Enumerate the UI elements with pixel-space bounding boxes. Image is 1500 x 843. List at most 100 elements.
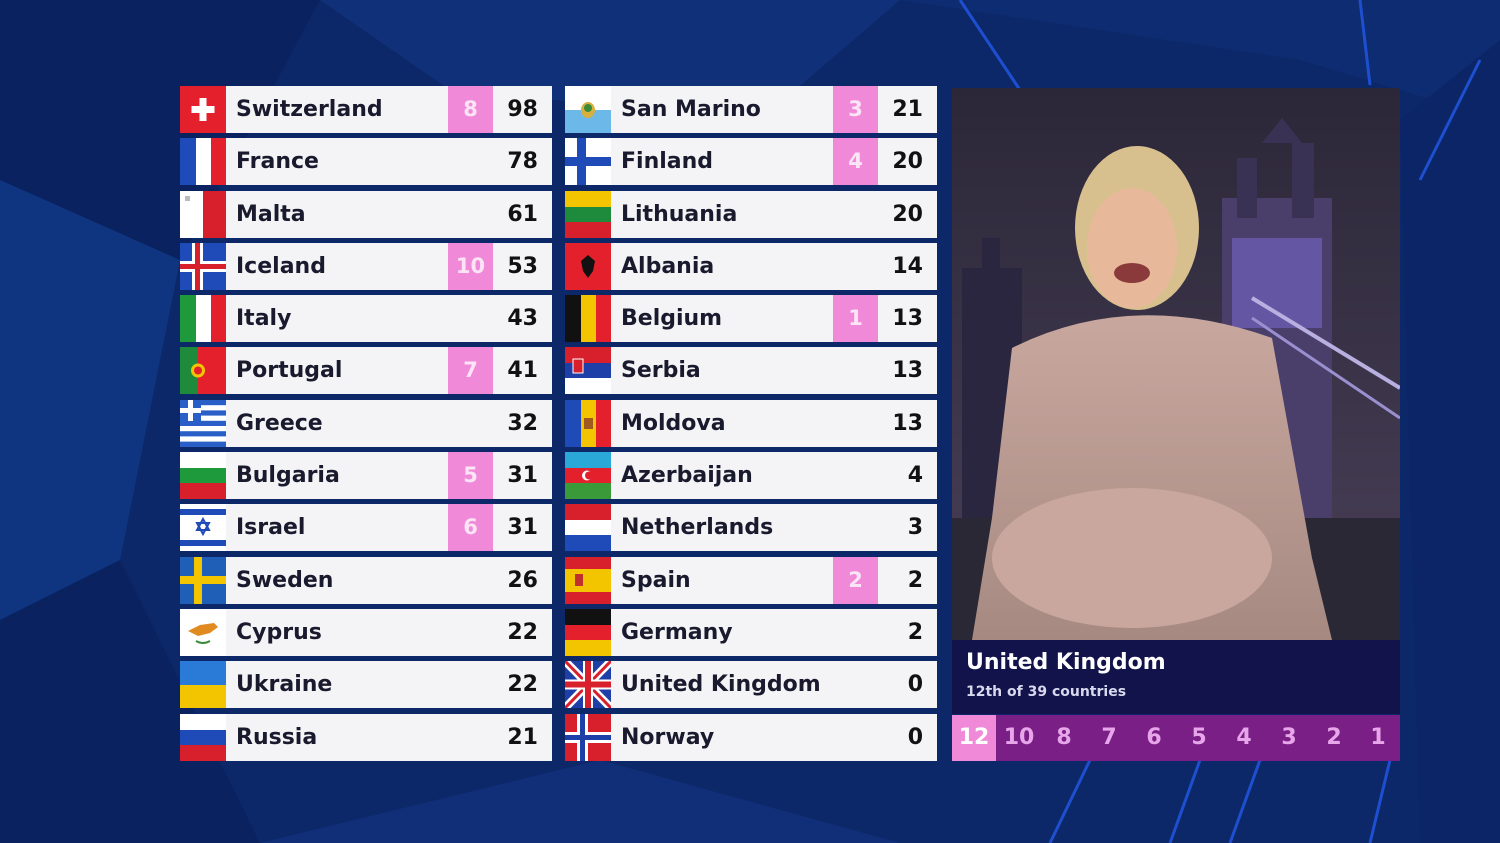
spokesperson-caption: United Kingdom 12th of 39 countries — [952, 640, 1400, 714]
points-value-active: 12 — [952, 715, 996, 761]
points-value: 7 — [1101, 725, 1117, 750]
points-value: 4 — [1236, 725, 1252, 750]
country-name: Germany — [621, 619, 733, 645]
country-name: Cyprus — [236, 619, 322, 645]
scoreboard-row: Malta 61 — [180, 190, 552, 238]
country-name: Iceland — [236, 253, 326, 279]
lithuania-flag-icon — [565, 190, 611, 238]
points-value: 2 — [1326, 725, 1342, 750]
awarded-points: 10 — [448, 242, 493, 290]
total-points: 2 — [907, 619, 923, 645]
scoreboard-right: San Marino 3 21 Finland 4 20 Lithuania 2… — [565, 86, 937, 766]
voting-country-name: United Kingdom — [966, 650, 1166, 675]
total-points: 14 — [892, 253, 923, 279]
azerbaijan-flag-icon — [565, 452, 611, 500]
scoreboard-row: Sweden 26 — [180, 556, 552, 604]
awarded-points: 8 — [448, 86, 493, 133]
total-points: 26 — [507, 567, 538, 593]
country-name: Israel — [236, 515, 306, 541]
total-points: 13 — [892, 358, 923, 384]
total-points: 4 — [907, 463, 923, 489]
country-name: Sweden — [236, 567, 334, 593]
malta-flag-icon — [180, 190, 226, 238]
country-name: Greece — [236, 410, 323, 436]
total-points: 53 — [507, 253, 538, 279]
scoreboard-row: Bulgaria 5 31 — [180, 452, 552, 500]
total-points: 20 — [892, 149, 923, 175]
scoreboard-row: Germany 2 — [565, 608, 937, 656]
awarded-points: 3 — [833, 86, 878, 133]
sweden-flag-icon — [180, 556, 226, 604]
country-name: Serbia — [621, 358, 701, 384]
cyprus-flag-icon — [180, 608, 226, 656]
country-name: Switzerland — [236, 97, 383, 122]
awarded-points: 5 — [448, 452, 493, 500]
scoreboard-row: Greece 32 — [180, 399, 552, 447]
country-name: San Marino — [621, 97, 761, 122]
germany-flag-icon — [565, 608, 611, 656]
country-name: Netherlands — [621, 515, 774, 541]
country-name: Albania — [621, 253, 715, 279]
scoreboard-row: Switzerland 8 98 — [180, 86, 552, 133]
country-name: Russia — [236, 724, 318, 750]
total-points: 31 — [507, 515, 538, 541]
points-bar: 12 10 8 7 6 5 4 3 2 1 — [952, 715, 1400, 761]
points-value: 8 — [1056, 725, 1072, 750]
total-points: 21 — [507, 724, 538, 750]
scoreboard-row: Italy 43 — [180, 295, 552, 343]
scoreboard-row: Norway 0 — [565, 713, 937, 761]
total-points: 2 — [907, 567, 923, 593]
portugal-flag-icon — [180, 347, 226, 395]
israel-flag-icon — [180, 504, 226, 552]
country-name: United Kingdom — [621, 672, 821, 698]
total-points: 98 — [507, 97, 538, 122]
scoreboard-row: Albania 14 — [565, 242, 937, 290]
country-name: Spain — [621, 567, 691, 593]
total-points: 31 — [507, 463, 538, 489]
serbia-flag-icon — [565, 347, 611, 395]
country-name: Norway — [621, 724, 715, 750]
total-points: 78 — [507, 149, 538, 175]
points-value: 1 — [1370, 725, 1386, 750]
iceland-flag-icon — [180, 242, 226, 290]
moldova-flag-icon — [565, 399, 611, 447]
awarded-points: 2 — [833, 556, 878, 604]
total-points: 61 — [507, 201, 538, 227]
country-name: Azerbaijan — [621, 463, 753, 489]
scoreboard-row: Iceland 10 53 — [180, 242, 552, 290]
san-marino-flag-icon — [565, 86, 611, 133]
points-value: 5 — [1191, 725, 1207, 750]
awarded-points: 7 — [448, 347, 493, 395]
scoreboard-row: Israel 6 31 — [180, 504, 552, 552]
bulgaria-flag-icon — [180, 452, 226, 500]
total-points: 0 — [907, 672, 923, 698]
netherlands-flag-icon — [565, 504, 611, 552]
scoreboard-row: Spain 2 2 — [565, 556, 937, 604]
france-flag-icon — [180, 138, 226, 186]
total-points: 13 — [892, 306, 923, 332]
country-name: Italy — [236, 306, 292, 332]
country-name: Bulgaria — [236, 463, 340, 489]
total-points: 43 — [507, 306, 538, 332]
total-points: 20 — [892, 201, 923, 227]
spokesperson-video — [952, 88, 1400, 640]
awarded-points: 1 — [833, 295, 878, 343]
points-value: 10 — [1003, 725, 1035, 750]
scoreboard-row: Finland 4 20 — [565, 138, 937, 186]
united-kingdom-flag-icon — [565, 661, 611, 709]
country-name: France — [236, 149, 319, 175]
country-name: Moldova — [621, 410, 726, 436]
scoreboard-row: Russia 21 — [180, 713, 552, 761]
switzerland-flag-icon — [180, 86, 226, 133]
scoreboard-row: Moldova 13 — [565, 399, 937, 447]
country-name: Portugal — [236, 358, 343, 384]
scoreboard-row: Azerbaijan 4 — [565, 452, 937, 500]
total-points: 3 — [907, 515, 923, 541]
scoreboard-row: Serbia 13 — [565, 347, 937, 395]
total-points: 22 — [507, 619, 538, 645]
scoreboard-row: United Kingdom 0 — [565, 661, 937, 709]
belgium-flag-icon — [565, 295, 611, 343]
scoreboard-row: Belgium 1 13 — [565, 295, 937, 343]
total-points: 32 — [507, 410, 538, 436]
points-value: 6 — [1146, 725, 1162, 750]
